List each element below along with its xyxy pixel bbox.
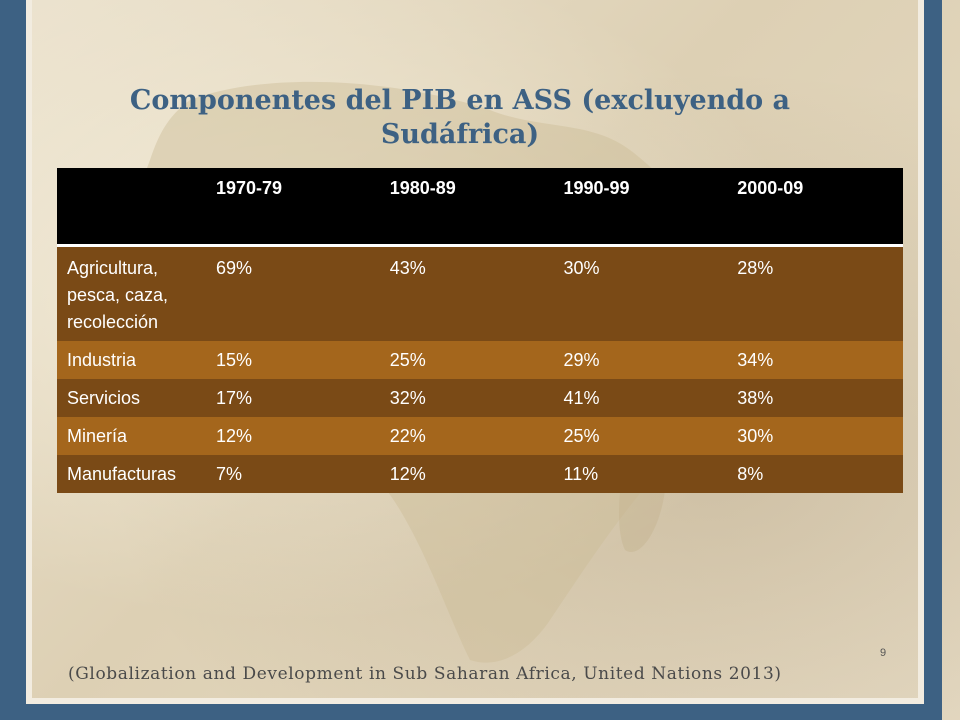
source-citation: (Globalization and Development in Sub Sa… <box>68 664 782 684</box>
table-cell: 30% <box>555 245 730 341</box>
table-row: Manufacturas 7% 12% 11% 8% <box>57 455 903 493</box>
table-cell: 43% <box>381 245 556 341</box>
table-row: Servicios 17% 32% 41% 38% <box>57 379 903 417</box>
gdp-components-table: 1970-79 1980-89 1990-99 2000-09 Agricult… <box>57 168 903 493</box>
table-cell: 15% <box>208 341 382 379</box>
table-header-cell: 1970-79 <box>208 168 382 247</box>
row-label: Manufacturas <box>57 455 208 493</box>
row-label: Minería <box>57 417 208 455</box>
slide-frame-right-inner <box>918 0 924 720</box>
table-cell: 12% <box>208 417 382 455</box>
table-cell: 32% <box>381 379 556 417</box>
row-label: Agricultura, pesca, caza, recolección <box>57 245 208 341</box>
slide-frame-left-inner <box>26 0 32 720</box>
table-header-cell: 2000-09 <box>729 168 903 247</box>
slide-frame-bottom <box>26 704 924 720</box>
table-cell: 12% <box>381 455 556 493</box>
slide-frame-left <box>0 0 26 720</box>
slide-frame-right <box>924 0 942 720</box>
table-cell: 30% <box>729 417 903 455</box>
table-cell: 7% <box>208 455 382 493</box>
table-cell: 34% <box>729 341 903 379</box>
slide-title: Componentes del PIB en ASS (excluyendo a… <box>129 85 791 150</box>
table-header-cell <box>57 168 208 247</box>
table-cell: 25% <box>381 341 556 379</box>
table-cell: 69% <box>208 245 382 341</box>
table-row: Minería 12% 22% 25% 30% <box>57 417 903 455</box>
table-cell: 25% <box>555 417 730 455</box>
slide-frame-bottom-inner <box>32 698 918 704</box>
table-cell: 17% <box>208 379 382 417</box>
table-row: Agricultura, pesca, caza, recolección 69… <box>57 245 903 341</box>
table-cell: 8% <box>729 455 903 493</box>
table-header-cell: 1990-99 <box>555 168 730 247</box>
table-cell: 28% <box>729 245 903 341</box>
table-header-row: 1970-79 1980-89 1990-99 2000-09 <box>57 168 903 247</box>
page-number: 9 <box>880 647 887 659</box>
table-row: Industria 15% 25% 29% 34% <box>57 341 903 379</box>
row-label: Servicios <box>57 379 208 417</box>
table-cell: 29% <box>555 341 730 379</box>
table-cell: 41% <box>555 379 730 417</box>
table-cell: 22% <box>381 417 556 455</box>
table-header-cell: 1980-89 <box>381 168 556 247</box>
table-cell: 38% <box>729 379 903 417</box>
row-label: Industria <box>57 341 208 379</box>
table-cell: 11% <box>555 455 730 493</box>
